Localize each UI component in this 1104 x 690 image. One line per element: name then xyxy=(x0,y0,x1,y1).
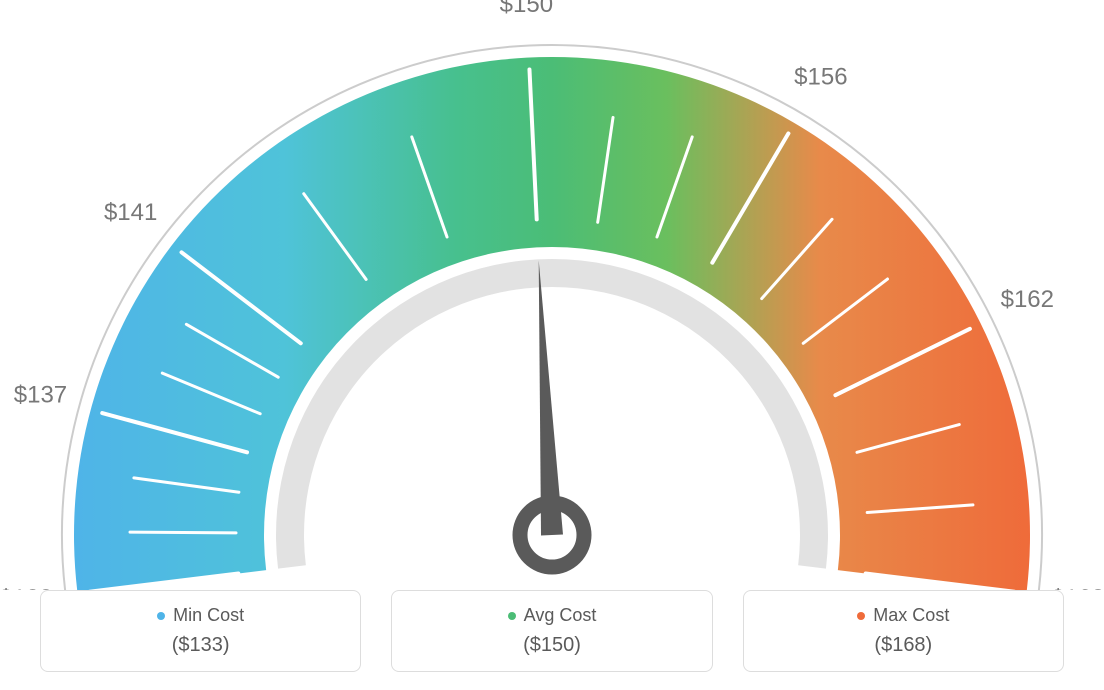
legend-min: Min Cost ($133) xyxy=(40,590,361,672)
dot-icon xyxy=(857,612,865,620)
svg-text:$150: $150 xyxy=(500,0,553,18)
dot-icon xyxy=(157,612,165,620)
cost-gauge: $133 $137 $141 $150 $156 $162 $168 xyxy=(0,0,1104,590)
svg-text:$137: $137 xyxy=(14,382,67,409)
legend-avg-value: ($150) xyxy=(392,634,711,657)
svg-text:$162: $162 xyxy=(1001,286,1054,313)
svg-text:$141: $141 xyxy=(104,199,157,226)
legend-avg: Avg Cost ($150) xyxy=(391,590,712,672)
svg-text:$156: $156 xyxy=(794,64,847,91)
legend-min-value: ($133) xyxy=(41,634,360,657)
legend-max-label: Max Cost xyxy=(873,605,949,626)
legend-max: Max Cost ($168) xyxy=(743,590,1064,672)
svg-text:$168: $168 xyxy=(1051,585,1104,590)
legend-max-value: ($168) xyxy=(744,634,1063,657)
legend: Min Cost ($133) Avg Cost ($150) Max Cost… xyxy=(0,590,1104,672)
legend-min-label: Min Cost xyxy=(173,605,244,626)
svg-text:$133: $133 xyxy=(0,585,53,590)
legend-avg-label: Avg Cost xyxy=(524,605,597,626)
dot-icon xyxy=(508,612,516,620)
